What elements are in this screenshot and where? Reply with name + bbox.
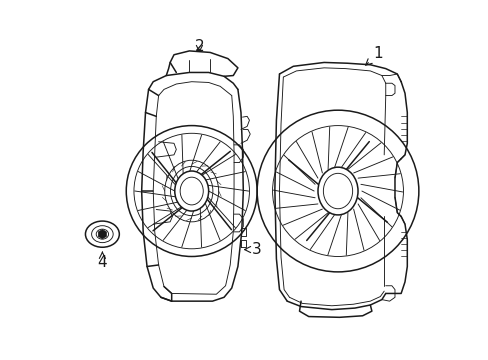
Text: 3: 3 <box>244 242 261 257</box>
Text: 2: 2 <box>194 39 204 54</box>
Ellipse shape <box>174 171 208 211</box>
Text: 4: 4 <box>98 252 107 270</box>
Ellipse shape <box>317 167 357 215</box>
Text: 1: 1 <box>365 46 382 65</box>
